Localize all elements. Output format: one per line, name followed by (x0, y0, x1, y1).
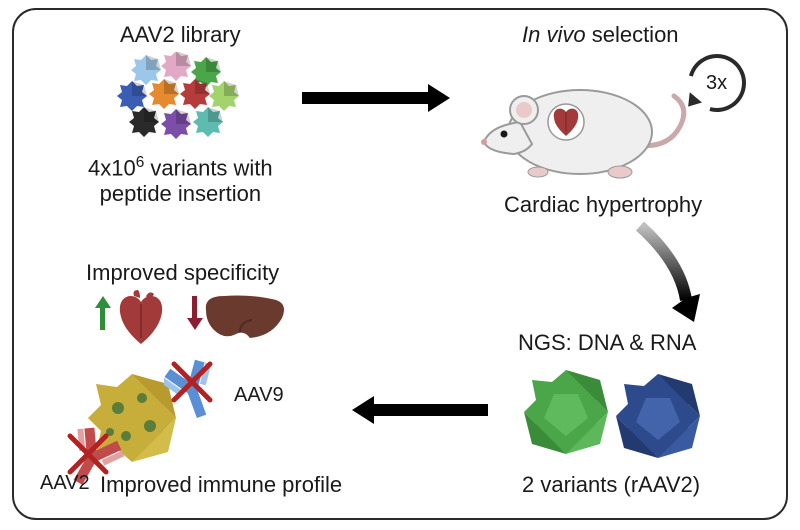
selection-loop-text: 3x (706, 72, 727, 95)
heart-up-arrow (100, 296, 105, 330)
improved-immune-caption: Improved immune profile (100, 472, 342, 497)
antibody-aav9-label: AAV9 (234, 384, 284, 407)
arrow-library-to-selection (302, 92, 430, 104)
antibody-aav9-icon (164, 350, 244, 420)
variant-viruses (510, 358, 710, 468)
improved-spec-caption: Improved specificity (86, 260, 279, 285)
heart-icon (110, 290, 172, 350)
arrow-variants-to-improved-head (352, 396, 374, 424)
library-caption: 4x106 variants with peptide insertion (88, 154, 273, 206)
arrow-library-to-selection-head (428, 84, 450, 112)
mouse-illustration (470, 52, 690, 192)
arrow-variants-to-improved (372, 404, 488, 416)
antibody-aav2-label: AAV2 (40, 472, 90, 495)
variants-caption-top: NGS: DNA & RNA (518, 330, 696, 355)
liver-icon (200, 290, 290, 346)
arrow-selection-to-variants (610, 222, 750, 332)
selection-caption: Cardiac hypertrophy (504, 192, 702, 217)
aav2-library-cluster (110, 52, 250, 146)
variants-caption-bottom: 2 variants (rAAV2) (522, 472, 700, 497)
liver-down-arrow (192, 296, 197, 330)
library-title: AAV2 library (120, 22, 241, 47)
selection-title: In vivo selection (522, 22, 679, 47)
